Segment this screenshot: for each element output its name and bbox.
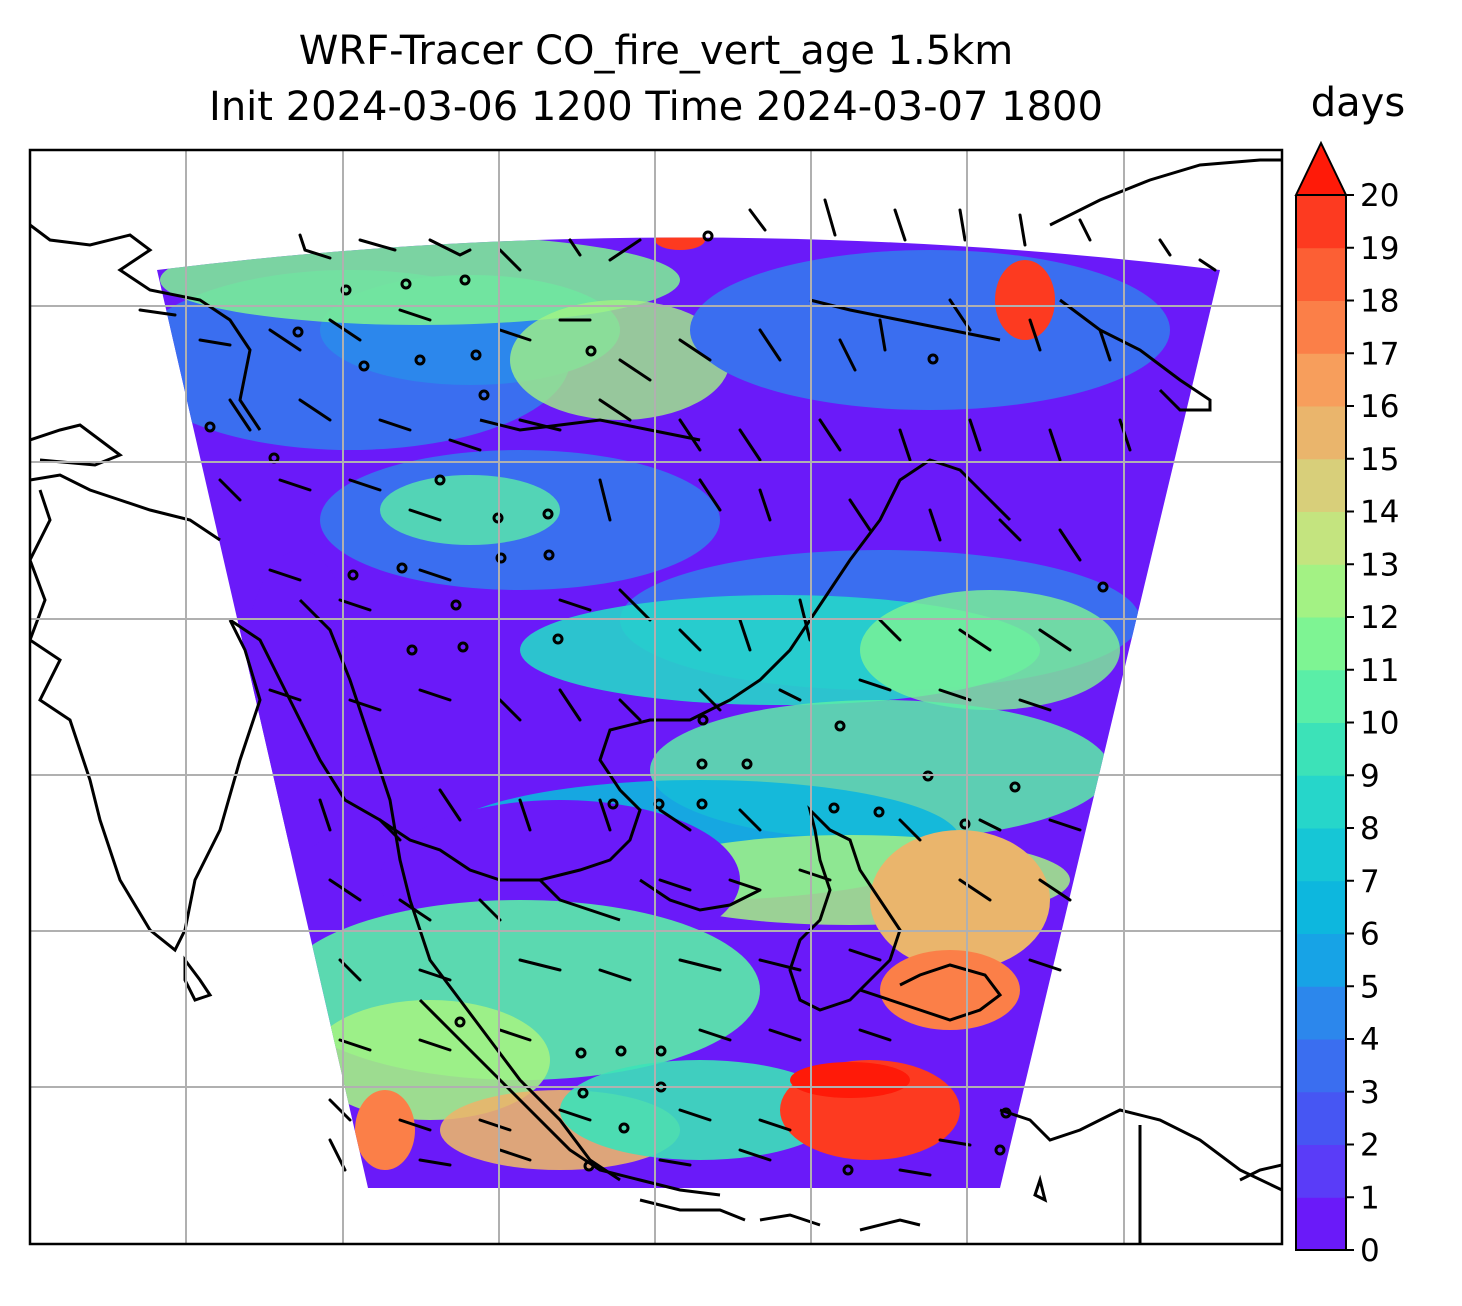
- colorbar-tick-label: 18: [1360, 284, 1399, 320]
- tracer-age-field: [157, 237, 1220, 1188]
- colorbar-tick-label: 17: [1360, 336, 1399, 372]
- plot-title-line-1: WRF-Tracer CO_fire_vert_age 1.5km: [298, 28, 1014, 74]
- colorbar-tick-label: 5: [1360, 969, 1380, 1005]
- colorbar-tick-label: 6: [1360, 917, 1380, 953]
- colorbar-segment: [1296, 617, 1346, 671]
- colorbar-segment: [1296, 1091, 1346, 1145]
- colorbar-tick-label: 8: [1360, 811, 1380, 847]
- colorbar-segment: [1296, 669, 1346, 723]
- colorbar-tick-label: 9: [1360, 758, 1380, 794]
- colorbar-segment: [1296, 353, 1346, 407]
- colorbar-tick-label: 14: [1360, 495, 1399, 531]
- colorbar-tick-label: 1: [1360, 1180, 1380, 1216]
- colorbar-tick-label: 7: [1360, 864, 1380, 900]
- colorbar-segment: [1296, 195, 1346, 249]
- colorbar-segment: [1296, 933, 1346, 987]
- plot-title-line-2: Init 2024-03-06 1200 Time 2024-03-07 180…: [209, 84, 1103, 130]
- colorbar-unit-label: days: [1310, 80, 1406, 126]
- colorbar-segment: [1296, 880, 1346, 934]
- colorbar-extend-arrow: [1294, 140, 1348, 196]
- colorbar-segment: [1296, 300, 1346, 354]
- colorbar-segments: [1296, 195, 1346, 1251]
- colorbar-tick-label: 20: [1360, 178, 1399, 214]
- colorbar-segment: [1296, 828, 1346, 882]
- colorbar-tick-label: 13: [1360, 547, 1399, 583]
- graticule: [30, 150, 1282, 1244]
- colorbar-tick-label: 2: [1360, 1128, 1380, 1164]
- colorbar-segment: [1296, 1144, 1346, 1198]
- colorbar-segment: [1296, 722, 1346, 776]
- colorbar-segment: [1296, 511, 1346, 565]
- colorbar-tick-label: 4: [1360, 1022, 1380, 1058]
- colorbar-tick-label: 12: [1360, 600, 1399, 636]
- colorbar-segment: [1296, 775, 1346, 829]
- colorbar-tick-label: 10: [1360, 706, 1399, 742]
- colorbar-tick-label: 15: [1360, 442, 1399, 478]
- colorbar-tick-label: 11: [1360, 653, 1399, 689]
- colorbar-segment: [1296, 986, 1346, 1040]
- colorbar-segment: [1296, 247, 1346, 301]
- colorbar-segment: [1296, 458, 1346, 512]
- colorbar-segment: [1296, 1039, 1346, 1093]
- colorbar-segment: [1296, 564, 1346, 618]
- colorbar-segment: [1296, 1197, 1346, 1251]
- colorbar-tick-label: 16: [1360, 389, 1399, 425]
- colorbar-segment: [1296, 406, 1346, 460]
- map-frame: [28, 148, 1284, 1246]
- colorbar-tick-label: 3: [1360, 1075, 1380, 1111]
- colorbar-tick-label: 0: [1360, 1233, 1380, 1269]
- colorbar-tick-label: 19: [1360, 231, 1399, 267]
